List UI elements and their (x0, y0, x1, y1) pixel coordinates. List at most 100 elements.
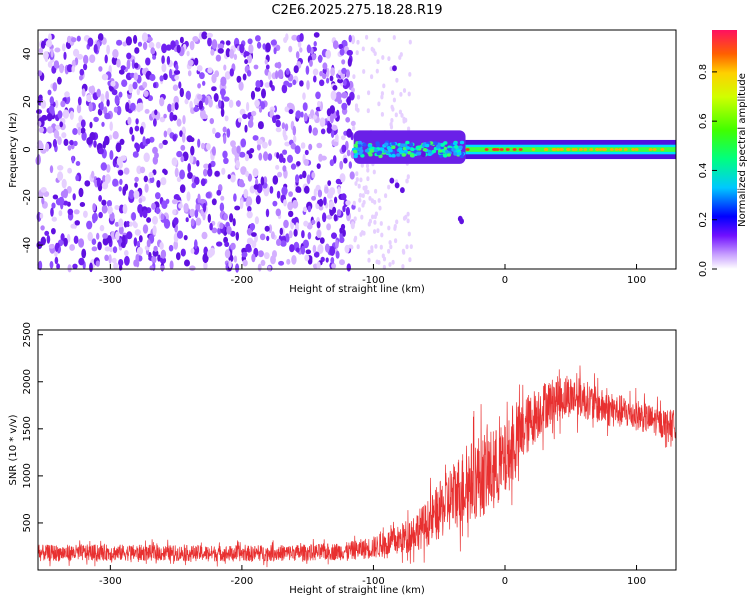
heatmap-cell (69, 244, 75, 251)
heatmap-cell (390, 104, 394, 110)
heatmap-cell (313, 75, 317, 83)
heatmap-cell (40, 236, 46, 246)
heatmap-cell (276, 190, 281, 199)
heatmap-cell (589, 148, 594, 151)
heatmap-cell (408, 257, 412, 263)
heatmap-cell (351, 87, 355, 93)
heatmap-cell (179, 130, 183, 138)
heatmap-cell (161, 43, 168, 54)
heatmap-cell (149, 73, 156, 82)
heatmap-cell (154, 109, 158, 116)
heatmap-cell (199, 198, 206, 204)
heatmap-cell (251, 232, 257, 237)
heatmap-cell (392, 65, 397, 72)
heatmap-cell (135, 143, 140, 153)
heatmap-cell (258, 152, 263, 161)
heatmap-cell (388, 262, 392, 267)
snr-background (38, 330, 676, 570)
heatmap-cell (134, 62, 139, 69)
heatmap-cell (57, 136, 62, 146)
heatmap-cell (143, 152, 150, 163)
heatmap-cell (146, 239, 151, 248)
heatmap-cell (165, 44, 172, 51)
heatmap-cell (87, 231, 93, 242)
heatmap-cell (495, 148, 500, 151)
heatmap-cell (293, 65, 299, 74)
heatmap-cell (104, 135, 110, 146)
heatmap-cell (330, 67, 335, 77)
heatmap-cell (660, 148, 665, 151)
heatmap-cell (361, 202, 365, 208)
heatmap-cell (243, 188, 249, 199)
heatmap-cell (332, 124, 338, 131)
heatmap-cell (290, 163, 297, 170)
heatmap-cell (337, 98, 343, 105)
heatmap-cell (391, 90, 395, 95)
heatmap-cell (346, 49, 353, 56)
heatmap-cell (250, 90, 256, 100)
heatmap-cell (138, 235, 143, 243)
heatmap-cell (269, 80, 273, 88)
heatmap-cell (223, 157, 229, 164)
heatmap-cell (326, 77, 330, 84)
heatmap-cell (377, 101, 381, 107)
heatmap-cell (206, 143, 211, 151)
heatmap-cell (391, 153, 396, 158)
heatmap-cell (382, 83, 386, 89)
heatmap-cell (405, 140, 410, 145)
heatmap-cell (159, 75, 164, 82)
heatmap-cell (295, 222, 299, 231)
heatmap-cell (242, 73, 247, 81)
heatmap-cell (207, 213, 211, 223)
heatmap-cell (119, 138, 125, 145)
heatmap-cell (45, 142, 50, 152)
heatmap-cell (102, 237, 109, 246)
heatmap-cell (531, 148, 536, 151)
heatmap-cell (72, 128, 78, 135)
heatmap-cell (333, 214, 338, 222)
heatmap-cell (373, 229, 377, 234)
heatmap-cell (220, 195, 225, 201)
heatmap-cell (551, 148, 556, 151)
heatmap-cell (276, 238, 282, 246)
heatmap-cell (89, 54, 96, 63)
heatmap-cell (51, 202, 56, 209)
heatmap-cell (366, 176, 370, 182)
heatmap-cell (357, 207, 361, 213)
heatmap-cell (251, 253, 256, 263)
heatmap-cell (360, 162, 364, 168)
heatmap-cell (257, 263, 262, 272)
heatmap-cell (180, 155, 185, 163)
heatmap-cell (313, 114, 317, 120)
heatmap-cell (362, 230, 366, 236)
heatmap-cell (302, 102, 308, 111)
heatmap-cell (172, 209, 177, 215)
heatmap-cell (156, 180, 161, 188)
heatmap-cell (129, 221, 133, 227)
y-tick-label: -40 (22, 237, 33, 253)
heatmap-cell (399, 150, 404, 154)
heatmap-cell (278, 153, 284, 163)
heatmap-cell (122, 234, 126, 245)
heatmap-cell (287, 82, 293, 88)
heatmap-cell (308, 143, 313, 151)
heatmap-cell (141, 68, 147, 75)
heatmap-cell (214, 132, 221, 139)
heatmap-cell (343, 79, 347, 86)
heatmap-cell (451, 148, 456, 152)
colorbar-tick-label: 0.0 (698, 261, 709, 277)
heatmap-cell (335, 133, 339, 142)
heatmap-cell (269, 186, 274, 194)
heatmap-cell (70, 223, 76, 229)
heatmap-cell (439, 146, 444, 150)
heatmap-cell (380, 91, 384, 96)
heatmap-cell (332, 85, 338, 91)
heatmap-cell (173, 217, 179, 226)
heatmap-cell (335, 178, 342, 185)
heatmap-cell (203, 261, 208, 270)
heatmap-cell (63, 51, 67, 60)
heatmap-cell (357, 183, 361, 189)
heatmap-cell (213, 93, 219, 102)
heatmap-cell (112, 49, 119, 59)
heatmap-cell (149, 136, 155, 143)
